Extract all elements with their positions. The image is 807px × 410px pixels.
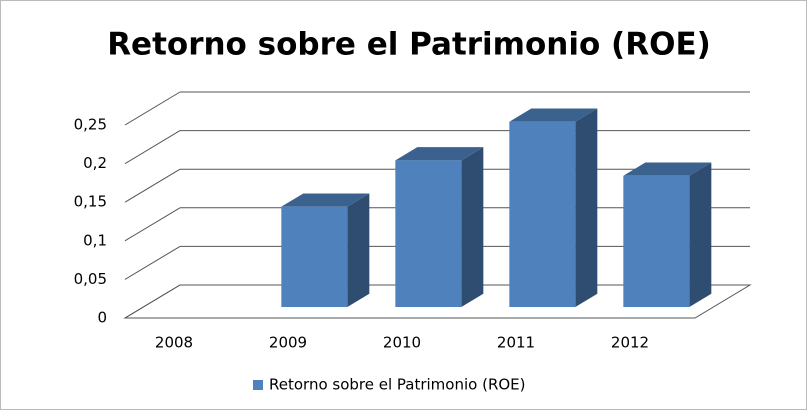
bar-face [575, 108, 598, 308]
x-tick-label: 2010 [383, 334, 421, 352]
bar-face [689, 162, 712, 307]
bar [395, 147, 484, 307]
legend-label: Retorno sobre el Patrimonio (ROE) [269, 376, 526, 394]
bar-face [509, 121, 576, 307]
bar-face [281, 206, 348, 307]
bar-face [623, 175, 690, 307]
bar-face [281, 193, 370, 207]
bar-face [623, 162, 712, 176]
grid-diagonal [124, 284, 181, 319]
bar-face [395, 160, 462, 307]
bar-face [347, 193, 370, 307]
chart-title: Retorno sobre el Patrimonio (ROE) [107, 27, 711, 63]
bar-face [395, 147, 484, 161]
y-tick-label: 0 [97, 309, 107, 327]
x-tick-label: 2011 [497, 334, 535, 352]
legend-swatch [253, 380, 263, 390]
bar [623, 162, 712, 307]
grid-diagonal [124, 91, 181, 126]
y-tick-label: 0,2 [83, 154, 107, 172]
bar-face [461, 147, 484, 307]
x-tick-label: 2008 [155, 334, 193, 352]
grid-diagonal [124, 168, 181, 203]
grid-diagonal [124, 130, 181, 165]
grid-diagonal [124, 245, 181, 280]
bar-face [509, 108, 598, 122]
y-tick-label: 0,05 [74, 270, 107, 288]
bar [509, 108, 598, 308]
grid-diagonal [124, 207, 181, 242]
x-tick-label: 2012 [611, 334, 649, 352]
y-tick-label: 0,25 [74, 116, 107, 134]
y-tick-label: 0,15 [74, 193, 107, 211]
bar [281, 193, 370, 307]
x-tick-label: 2009 [269, 334, 307, 352]
y-tick-label: 0,1 [83, 231, 107, 249]
